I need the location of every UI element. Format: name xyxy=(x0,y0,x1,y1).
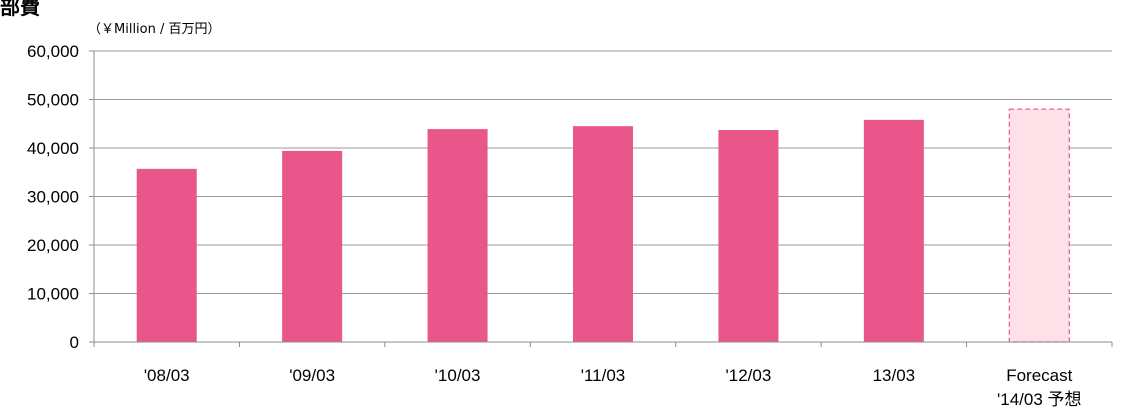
x-tick-labels: '08/03 '09/03 '10/03 '11/03 '12/03 13/03 Forec… xyxy=(144,366,1082,409)
forecast-bar xyxy=(1008,108,1070,343)
x-tick-label: '12/03 xyxy=(726,366,772,385)
y-tick-label: 30,000 xyxy=(27,188,79,207)
y-tick-label: 10,000 xyxy=(27,285,79,304)
x-tick-label: '09/03 xyxy=(289,366,335,385)
bars xyxy=(136,108,1070,343)
bar xyxy=(718,130,779,342)
bar xyxy=(863,119,924,343)
x-tick-label: '11/03 xyxy=(581,366,626,385)
x-tick-label: Forecast xyxy=(1006,366,1072,385)
y-tick-label: 50,000 xyxy=(27,91,79,110)
y-tick-label: 40,000 xyxy=(27,139,79,158)
y-tick-labels: 0 10,000 20,000 30,000 40,000 50,000 60,000 xyxy=(27,42,79,352)
y-tick-label: 20,000 xyxy=(27,236,79,255)
y-tick-label: 60,000 xyxy=(27,42,79,61)
bar xyxy=(136,168,197,342)
axes xyxy=(89,50,1113,347)
bar xyxy=(282,150,343,342)
x-tick-label: '08/03 xyxy=(144,366,190,385)
bar xyxy=(573,126,633,342)
unit-label: （￥Million / 百万円） xyxy=(88,22,221,37)
y-tick-label: 0 xyxy=(70,333,79,352)
x-tick-label: 13/03 xyxy=(873,366,916,385)
x-tick-label: '14/03 予想 xyxy=(997,390,1082,409)
chart-title: 部費 xyxy=(0,0,40,19)
x-tick-label: '10/03 xyxy=(435,366,481,385)
bar xyxy=(427,129,488,342)
